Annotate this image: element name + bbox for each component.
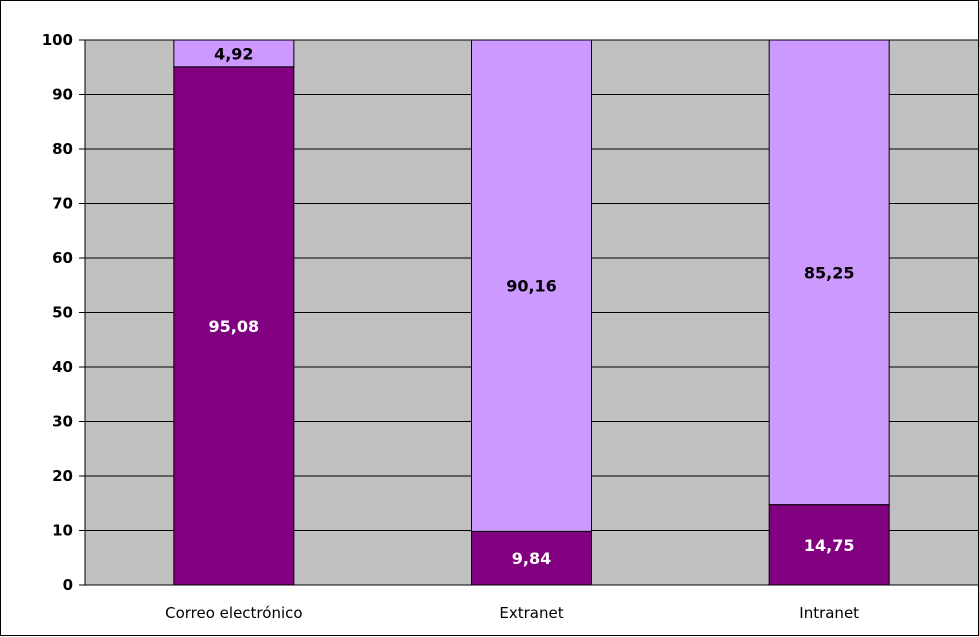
data-label: 95,08	[209, 317, 260, 336]
x-category-label: Intranet	[799, 604, 859, 622]
data-label: 9,84	[512, 549, 551, 568]
y-tick-label: 20	[52, 467, 73, 485]
y-tick-label: 0	[63, 576, 73, 594]
y-tick-label: 40	[52, 358, 73, 376]
y-tick-label: 30	[52, 413, 73, 431]
bar-segment	[768, 39, 890, 506]
bar-segment	[768, 504, 890, 586]
y-tick-label: 10	[52, 522, 73, 540]
bar-segment	[471, 39, 592, 532]
y-tick-label: 50	[52, 304, 73, 322]
x-category-label: Correo electrónico	[165, 604, 302, 622]
data-label: 14,75	[804, 536, 855, 555]
y-tick-label: 60	[52, 249, 73, 267]
bar-segment	[173, 39, 295, 68]
data-labels: 95,08 4,92 9,84 90,16 14,75 85,25	[209, 44, 855, 568]
x-axis-category-labels: Correo electrónico Extranet Intranet	[165, 604, 859, 622]
data-label: 85,25	[804, 263, 855, 282]
data-label: 90,16	[506, 277, 557, 296]
data-label: 4,92	[214, 44, 253, 63]
y-tick-label: 80	[52, 140, 73, 158]
y-axis-tick-labels: 0 10 20 30 40 50 60 70 80 90 100	[42, 31, 73, 594]
x-category-label: Extranet	[499, 604, 563, 622]
y-tick-label: 100	[42, 31, 73, 49]
y-tick-label: 90	[52, 86, 73, 104]
y-tick-label: 70	[52, 195, 73, 213]
bars	[173, 39, 890, 586]
bar-segment	[471, 530, 592, 586]
